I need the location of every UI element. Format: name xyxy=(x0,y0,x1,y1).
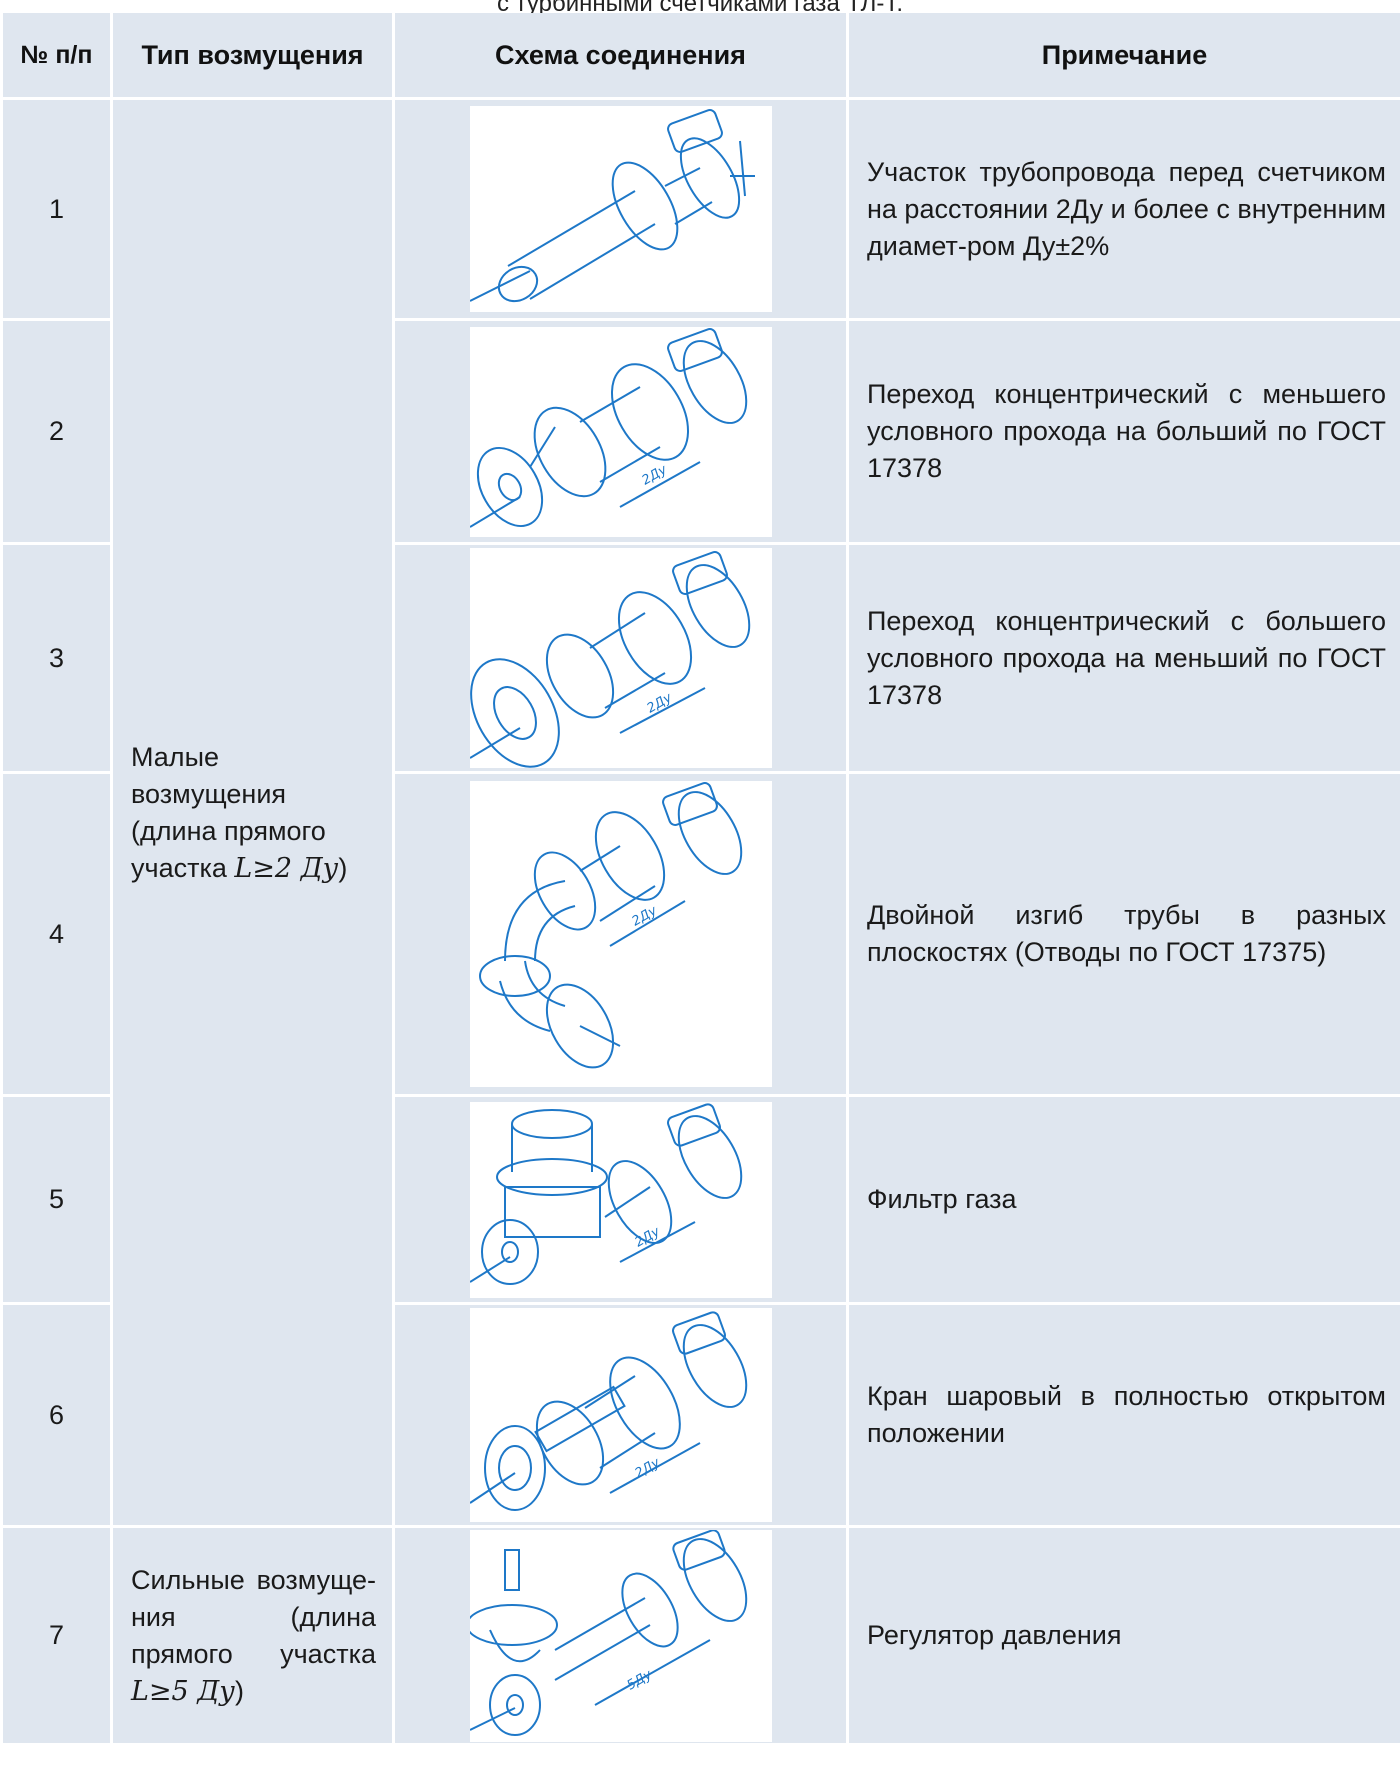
type-formula: L≥5 Ду xyxy=(131,1675,235,1707)
scheme-cell: 2Ду xyxy=(395,321,846,542)
straight-pipe-icon xyxy=(469,106,772,312)
row-number: 5 xyxy=(3,1097,110,1302)
table-row: 7 Сильные возмуще-ния (длина прямого уча… xyxy=(3,1528,1400,1743)
row-number: 7 xyxy=(3,1528,110,1743)
table-row: 2 2Ду xyxy=(3,321,1400,542)
disturbance-type-small: Малые возмущения (длина прямого участка … xyxy=(113,100,392,1525)
header-scheme: Схема соединения xyxy=(395,13,846,97)
row-number: 2 xyxy=(3,321,110,542)
header-type: Тип возмущения xyxy=(113,13,392,97)
header-num: № п/п xyxy=(3,13,110,97)
note-cell: Участок трубопровода перед счетчиком на … xyxy=(849,100,1400,318)
type-label: Малые возмущения (длина прямого участка xyxy=(131,741,326,883)
ball-valve-icon: 2Ду xyxy=(469,1308,772,1522)
table-row: 3 2Ду xyxy=(3,545,1400,771)
scheme-cell: 2Ду xyxy=(395,545,846,771)
scheme-cell: 2Ду xyxy=(395,774,846,1094)
note-cell: Кран шаровый в полностью открытом положе… xyxy=(849,1305,1400,1525)
type-formula: L≥2 Ду xyxy=(234,852,339,884)
dimension-label: 2Ду xyxy=(639,462,669,488)
note-cell: Регулятор давления xyxy=(849,1528,1400,1743)
table-row: 6 2Ду xyxy=(3,1305,1400,1525)
table-row: 4 xyxy=(3,774,1400,1094)
note-cell: Двойной изгиб трубы в разных плоскостях … xyxy=(849,774,1400,1094)
row-number: 3 xyxy=(3,545,110,771)
type-label: Сильные возмуще-ния (длина прямого участ… xyxy=(131,1564,376,1669)
scheme-cell: 2Ду xyxy=(395,1097,846,1302)
table-row: 1 Малые возмущения (длина прямого участк… xyxy=(3,100,1400,1525)
header-row: № п/п Тип возмущения Схема соединения Пр… xyxy=(3,13,1400,97)
note-cell: Фильтр газа xyxy=(849,1097,1400,1302)
reducer-contracting-icon: 2Ду xyxy=(469,548,772,768)
header-note: Примечание xyxy=(849,13,1400,97)
row-number: 6 xyxy=(3,1305,110,1525)
scheme-cell: 5Ду xyxy=(395,1528,846,1743)
table-caption: с турбинными счетчиками газа ТЛ-Т. xyxy=(497,0,903,17)
scheme-cell: 2Ду xyxy=(395,1305,846,1525)
gas-filter-icon: 2Ду xyxy=(469,1101,772,1298)
table-row: 5 xyxy=(3,1097,1400,1302)
dimension-label: 2Ду xyxy=(632,1455,662,1481)
dimension-label: 5Ду xyxy=(624,1667,654,1693)
disturbance-table: № п/п Тип возмущения Схема соединения Пр… xyxy=(0,10,1400,1746)
row-number: 4 xyxy=(3,774,110,1094)
double-bend-icon: 2Ду xyxy=(469,781,772,1087)
disturbance-type-strong: Сильные возмуще-ния (длина прямого участ… xyxy=(113,1528,392,1743)
reducer-expanding-icon: 2Ду xyxy=(469,326,772,537)
note-cell: Переход концентрический с большего услов… xyxy=(849,545,1400,771)
scheme-cell xyxy=(395,100,846,318)
row-number: 1 xyxy=(3,100,110,318)
note-cell: Переход концентрический с меньшего услов… xyxy=(849,321,1400,542)
pressure-regulator-icon: 5Ду xyxy=(469,1529,772,1742)
